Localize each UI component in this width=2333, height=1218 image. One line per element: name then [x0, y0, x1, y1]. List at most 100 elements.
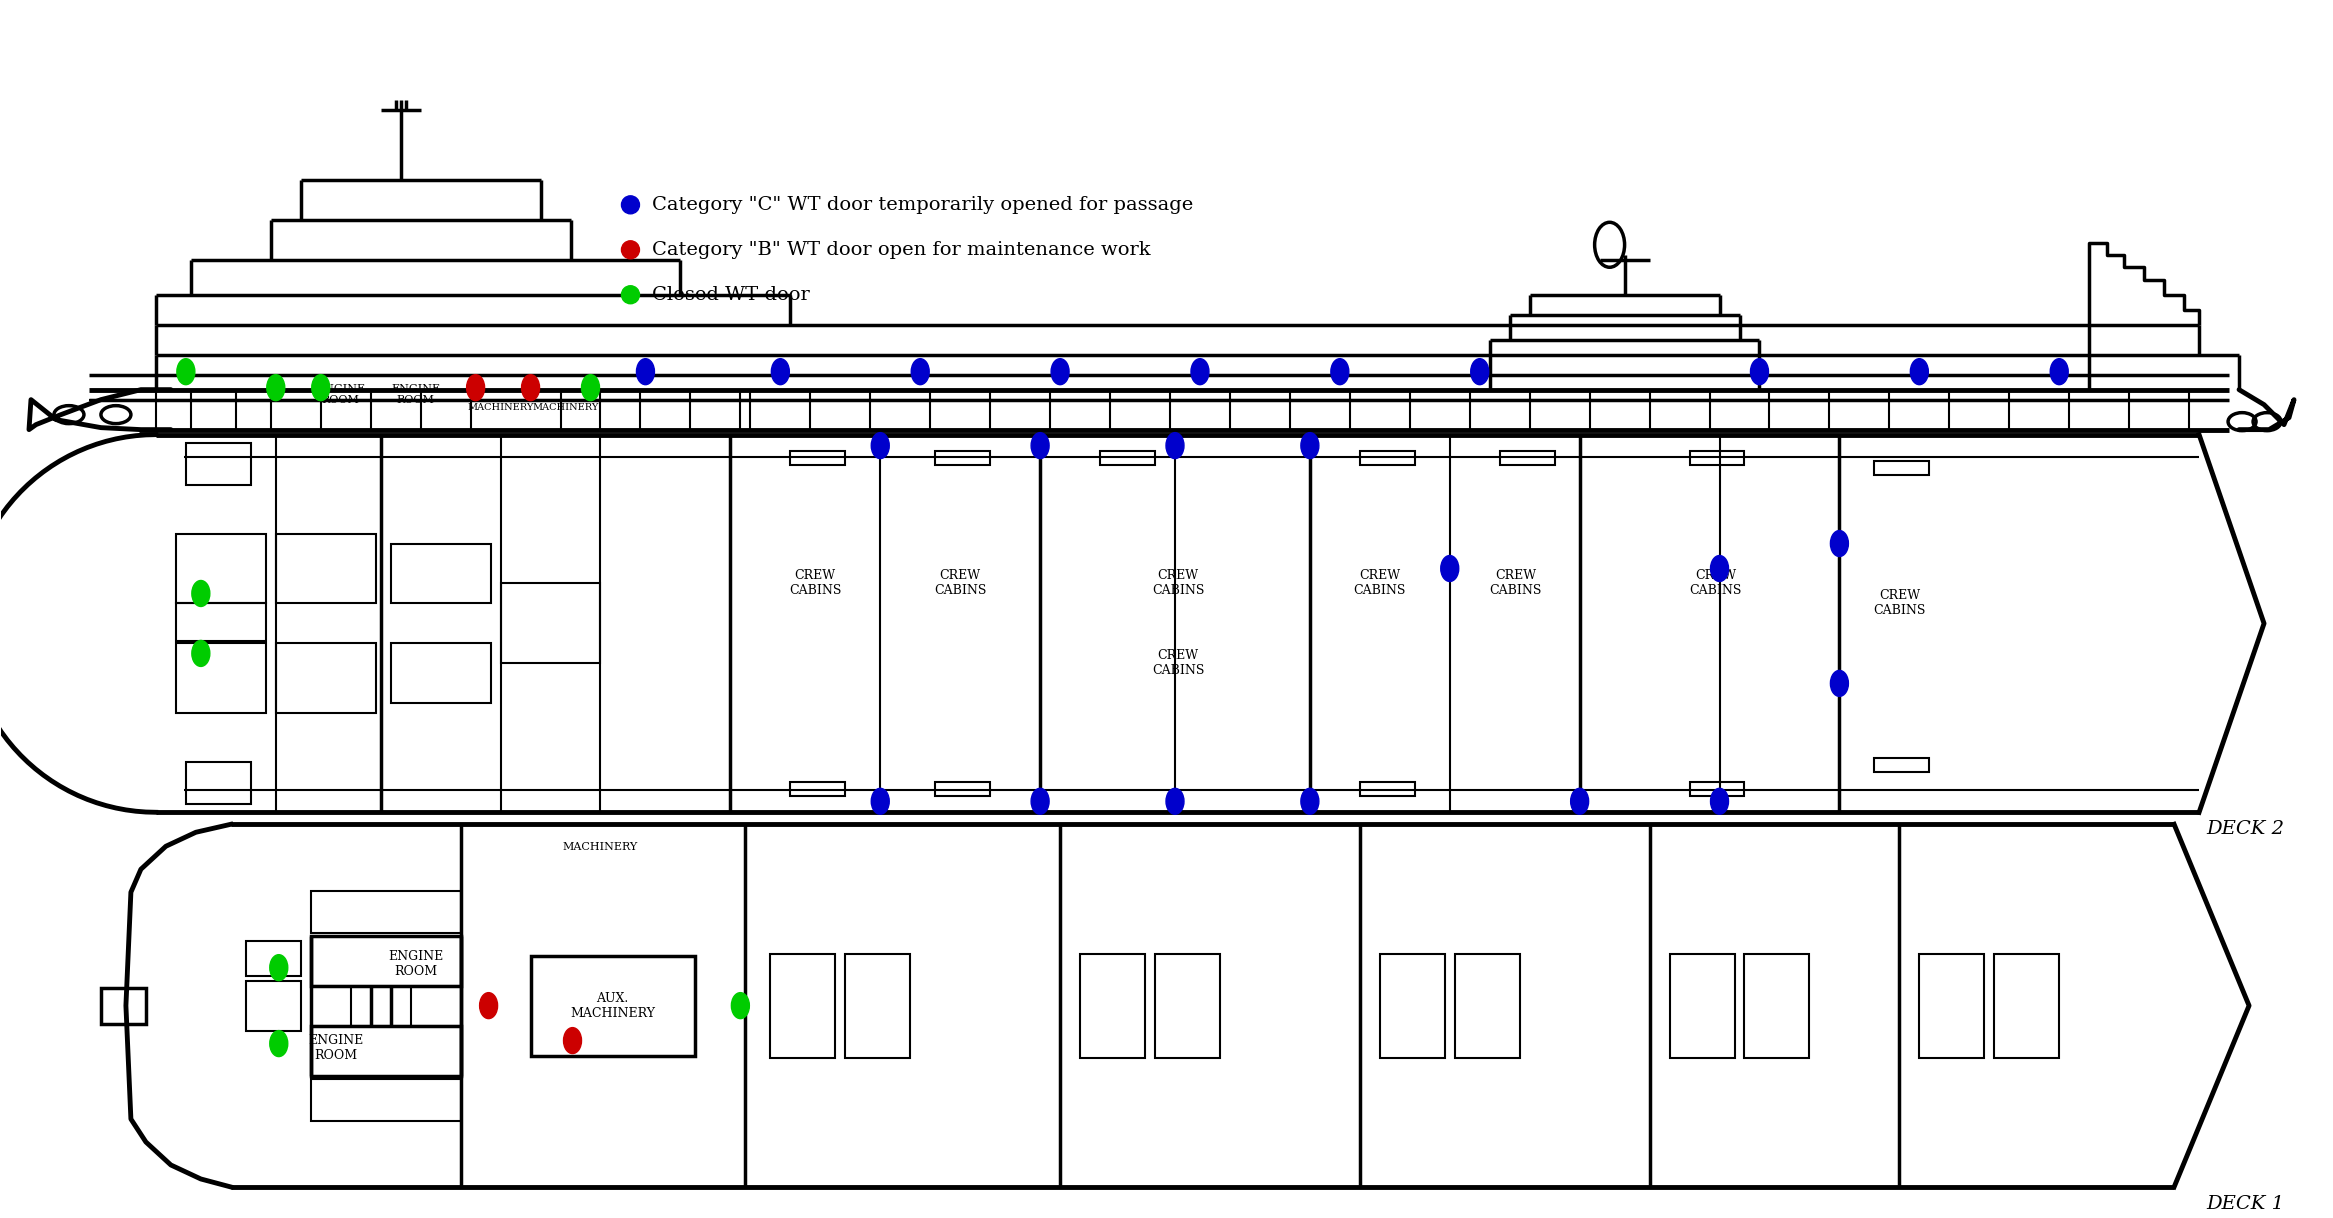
- Bar: [770, 954, 835, 1057]
- Text: MACHINERY: MACHINERY: [467, 403, 534, 412]
- Ellipse shape: [1052, 358, 1069, 385]
- Ellipse shape: [1750, 358, 1768, 385]
- Bar: [275, 533, 376, 603]
- Bar: [936, 451, 989, 464]
- Text: Category "B" WT door open for maintenance work: Category "B" WT door open for maintenanc…: [653, 241, 1150, 258]
- Ellipse shape: [271, 1030, 287, 1056]
- Bar: [245, 980, 301, 1030]
- Text: CREW
CABINS: CREW CABINS: [1689, 570, 1743, 598]
- Bar: [1995, 954, 2060, 1057]
- Bar: [1670, 954, 1733, 1057]
- Ellipse shape: [621, 196, 639, 214]
- Text: ENGINE
ROOM: ENGINE ROOM: [308, 1034, 364, 1062]
- Ellipse shape: [523, 375, 539, 401]
- Ellipse shape: [621, 241, 639, 258]
- Ellipse shape: [467, 375, 485, 401]
- Text: CREW
CABINS: CREW CABINS: [933, 570, 987, 598]
- Ellipse shape: [266, 375, 285, 401]
- Bar: [1920, 954, 1985, 1057]
- Bar: [1456, 954, 1519, 1057]
- Ellipse shape: [1031, 788, 1050, 815]
- Text: AUX.
MACHINERY: AUX. MACHINERY: [569, 991, 656, 1019]
- Ellipse shape: [1911, 358, 1929, 385]
- Ellipse shape: [870, 788, 889, 815]
- Bar: [175, 533, 266, 603]
- Bar: [390, 543, 490, 603]
- Text: CREW
CABINS: CREW CABINS: [1353, 570, 1407, 598]
- Bar: [390, 643, 490, 703]
- Bar: [530, 956, 695, 1056]
- Text: DECK 1: DECK 1: [2207, 1195, 2284, 1213]
- Ellipse shape: [1831, 670, 1848, 697]
- Ellipse shape: [912, 358, 929, 385]
- Bar: [791, 451, 845, 464]
- Ellipse shape: [1190, 358, 1208, 385]
- Text: MACHINERY: MACHINERY: [562, 843, 639, 853]
- Bar: [1873, 460, 1929, 475]
- Bar: [187, 442, 252, 485]
- Bar: [310, 890, 460, 933]
- Bar: [1873, 759, 1929, 772]
- Ellipse shape: [1570, 788, 1589, 815]
- Text: Closed WT door: Closed WT door: [653, 286, 810, 303]
- Bar: [100, 988, 147, 1023]
- Text: ENGINE
ROOM: ENGINE ROOM: [317, 384, 366, 406]
- Ellipse shape: [1831, 531, 1848, 557]
- Text: CREW
CABINS: CREW CABINS: [1488, 570, 1542, 598]
- Ellipse shape: [177, 358, 196, 385]
- Bar: [1360, 782, 1414, 797]
- Bar: [1500, 451, 1554, 464]
- Text: Category "C" WT door temporarily opened for passage: Category "C" WT door temporarily opened …: [653, 196, 1194, 214]
- Ellipse shape: [637, 358, 656, 385]
- Ellipse shape: [1166, 432, 1183, 459]
- Ellipse shape: [565, 1028, 581, 1054]
- Text: ENGINE
ROOM: ENGINE ROOM: [392, 384, 441, 406]
- Ellipse shape: [191, 581, 210, 607]
- Text: CREW
CABINS: CREW CABINS: [1873, 590, 1925, 618]
- Ellipse shape: [730, 993, 749, 1018]
- Ellipse shape: [481, 993, 497, 1018]
- Text: CREW
CABINS: CREW CABINS: [789, 570, 842, 598]
- Bar: [310, 1079, 460, 1121]
- Ellipse shape: [1330, 358, 1348, 385]
- Bar: [1379, 954, 1444, 1057]
- Bar: [791, 782, 845, 797]
- Text: CREW
CABINS: CREW CABINS: [1153, 649, 1204, 677]
- Bar: [1689, 451, 1745, 464]
- Bar: [275, 643, 376, 714]
- Bar: [1745, 954, 1810, 1057]
- Bar: [936, 782, 989, 797]
- Text: CREW
CABINS: CREW CABINS: [1153, 570, 1204, 598]
- Bar: [310, 935, 460, 985]
- Ellipse shape: [581, 375, 600, 401]
- Text: ENGINE
ROOM: ENGINE ROOM: [387, 950, 443, 978]
- Bar: [175, 603, 266, 642]
- Ellipse shape: [191, 641, 210, 666]
- Ellipse shape: [2051, 358, 2069, 385]
- Bar: [245, 940, 301, 976]
- Ellipse shape: [772, 358, 789, 385]
- Text: DECK 2: DECK 2: [2207, 820, 2284, 838]
- Bar: [310, 1026, 460, 1075]
- Bar: [187, 762, 252, 804]
- Ellipse shape: [870, 432, 889, 459]
- Ellipse shape: [1710, 788, 1729, 815]
- Ellipse shape: [1442, 555, 1458, 581]
- Ellipse shape: [1166, 788, 1183, 815]
- Text: MACHINERY: MACHINERY: [532, 403, 600, 412]
- Ellipse shape: [1710, 555, 1729, 581]
- Ellipse shape: [1302, 432, 1318, 459]
- Bar: [1155, 954, 1220, 1057]
- Bar: [845, 954, 910, 1057]
- Bar: [1360, 451, 1414, 464]
- Bar: [175, 643, 266, 714]
- Ellipse shape: [271, 955, 287, 980]
- Ellipse shape: [313, 375, 329, 401]
- Ellipse shape: [621, 286, 639, 303]
- Bar: [1080, 954, 1146, 1057]
- Ellipse shape: [1302, 788, 1318, 815]
- Bar: [1101, 451, 1155, 464]
- Bar: [1689, 782, 1745, 797]
- Ellipse shape: [1031, 432, 1050, 459]
- Bar: [502, 583, 600, 664]
